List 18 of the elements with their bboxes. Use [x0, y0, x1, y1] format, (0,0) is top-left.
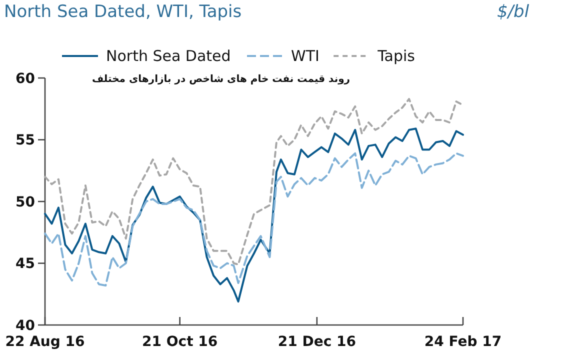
y-tick-label: 50 [16, 194, 36, 210]
line-series [44, 98, 464, 266]
line-series [44, 128, 464, 303]
annotation: روند قیمت نفت خام های شاخص در بازارهای مختلف [92, 74, 350, 85]
x-tick-label: 24 Feb 17 [424, 334, 502, 350]
line-series [44, 152, 464, 286]
x-tick-label: 21 Dec 16 [278, 334, 356, 350]
legend-label: Tapis [376, 47, 416, 65]
x-tick-label: 21 Oct 16 [142, 334, 218, 350]
y-axis-title: $/bl [497, 2, 530, 22]
y-tick-label: 55 [16, 132, 35, 149]
chart-title: North Sea Dated, WTI, Tapis [4, 2, 242, 22]
x-tick-label: 22 Aug 16 [5, 334, 85, 350]
y-tick-label: 45 [16, 256, 35, 272]
y-tick-label: 40 [16, 318, 36, 334]
legend-label: WTI [291, 47, 320, 65]
legend-label: North Sea Dated [106, 47, 231, 65]
y-tick-label: 60 [16, 70, 36, 87]
